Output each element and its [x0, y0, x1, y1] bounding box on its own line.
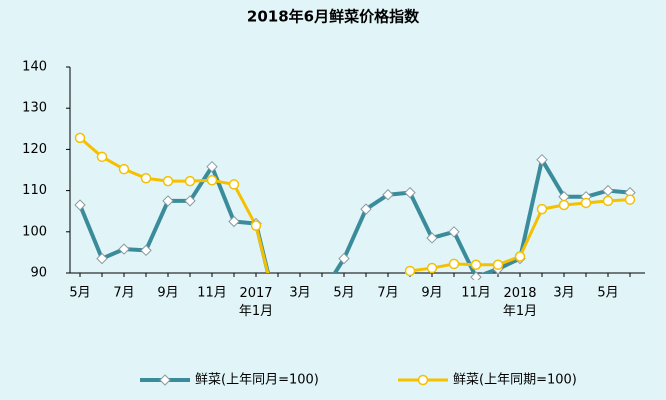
diamond-marker — [74, 199, 86, 211]
circle-marker — [162, 175, 174, 187]
chart-title: 2018年6月鲜菜价格指数 — [247, 8, 420, 26]
diamond-marker — [404, 186, 416, 199]
circle-marker — [602, 195, 614, 207]
circle-marker — [448, 258, 460, 270]
diamond-marker — [382, 189, 394, 201]
y-tick-label: 140 — [22, 60, 47, 75]
x-tick-label: 7月 — [377, 286, 398, 301]
circle-marker — [492, 259, 504, 271]
y-tick-label: 130 — [22, 101, 47, 116]
legend-marker — [417, 374, 429, 386]
diamond-marker — [273, 309, 283, 319]
diamond-marker — [360, 203, 372, 215]
circle-marker — [74, 132, 86, 144]
diamond-marker — [317, 289, 327, 299]
circle-marker — [250, 220, 262, 231]
circle-marker — [580, 197, 592, 209]
circle-marker — [470, 259, 482, 271]
diamond-marker — [140, 244, 152, 257]
series-line — [78, 157, 631, 273]
diamond-marker — [184, 195, 196, 207]
x-tick-label: 2018 年1月 — [503, 286, 537, 319]
circle-marker — [514, 251, 526, 262]
circle-marker — [274, 310, 283, 319]
diamond-marker — [338, 252, 350, 265]
diamond-marker — [96, 252, 108, 265]
circle-marker — [228, 179, 240, 190]
circle-marker — [96, 151, 108, 163]
x-tick-label: 5月 — [597, 286, 618, 301]
circle-marker — [184, 175, 196, 187]
legend-marker — [159, 374, 171, 386]
diamond-marker — [470, 271, 482, 280]
y-tick-label: 90 — [30, 266, 47, 281]
diamond-marker — [206, 160, 218, 173]
circle-marker — [426, 262, 438, 274]
diamond-marker — [448, 226, 460, 238]
diamond-marker — [536, 153, 548, 166]
diamond-marker — [426, 232, 438, 244]
y-tick-label: 100 — [22, 224, 47, 239]
markers — [74, 132, 636, 340]
diamond-marker — [228, 215, 240, 228]
circle-marker — [558, 199, 570, 211]
x-tick-label: 2017 年1月 — [239, 286, 273, 319]
y-tick-label: 110 — [22, 183, 47, 198]
diamond-marker — [118, 243, 130, 255]
x-tick-label: 5月 — [69, 286, 90, 301]
diamond-marker — [602, 184, 614, 197]
diamond-marker — [295, 330, 305, 340]
circle-marker — [536, 203, 548, 215]
x-tick-label: 5月 — [333, 286, 354, 301]
circle-marker — [624, 194, 636, 205]
x-tick-label: 11月 — [461, 286, 491, 301]
diamond-marker — [162, 195, 174, 207]
x-tick-label: 3月 — [289, 286, 310, 301]
circle-marker — [404, 265, 416, 277]
x-tick-label: 9月 — [157, 286, 178, 301]
legend-label: 鲜菜(上年同期=100) — [453, 373, 577, 388]
legend-label: 鲜菜(上年同月=100) — [195, 373, 319, 388]
circle-marker — [118, 163, 130, 175]
circle-marker — [140, 172, 152, 184]
circle-marker — [206, 175, 218, 186]
x-tick-label: 11月 — [197, 286, 227, 301]
x-tick-label: 3月 — [553, 286, 574, 301]
y-tick-label: 120 — [22, 142, 47, 157]
lines — [78, 136, 631, 273]
x-tick-label: 9月 — [421, 286, 442, 301]
x-tick-label: 7月 — [113, 286, 134, 301]
